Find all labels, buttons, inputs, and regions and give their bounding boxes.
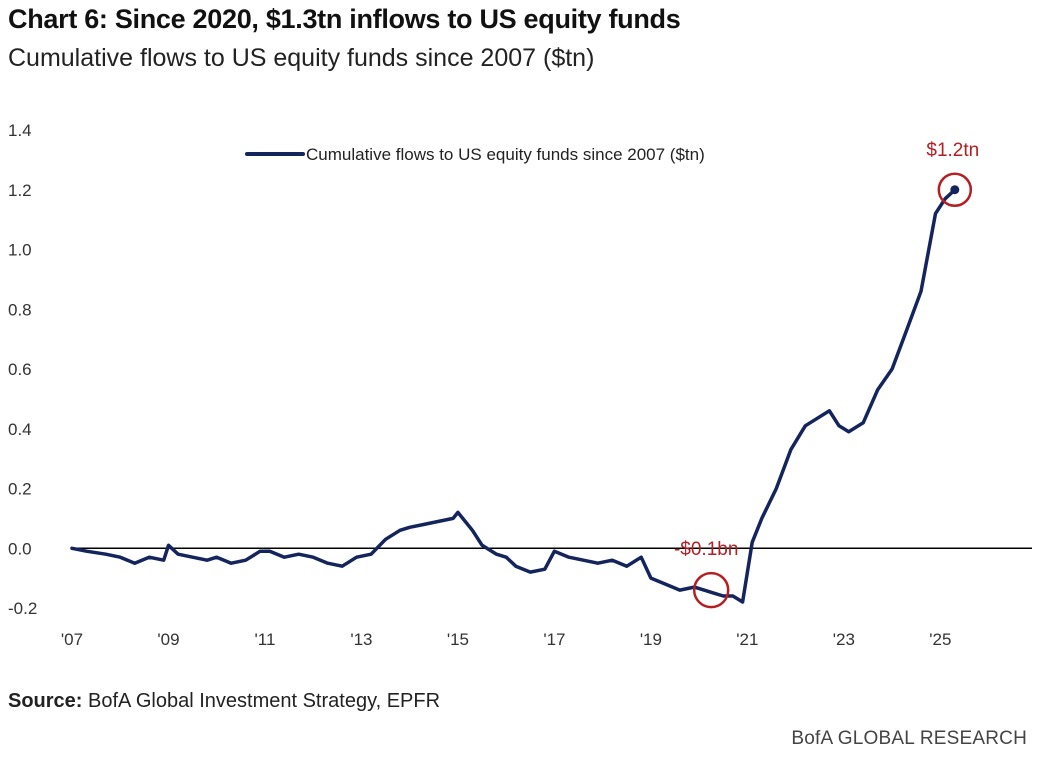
brand-footer: BofA GLOBAL RESEARCH [791,728,1027,749]
x-tick-label: '11 [255,630,276,649]
x-tick-label: '15 [447,630,469,649]
x-tick-label: '17 [543,630,565,649]
x-tick-label: '09 [157,630,179,649]
legend: Cumulative flows to US equity funds sinc… [245,145,705,164]
y-tick-label: 0.6 [8,360,32,379]
y-tick-label: 0.2 [8,480,32,499]
x-tick-label: '23 [833,630,855,649]
y-tick-label: 1.0 [8,241,32,260]
source-label: Source: [8,690,83,712]
x-tick-label: '25 [929,630,951,649]
x-tick-label: '21 [736,630,758,649]
y-tick-label: -0.2 [8,599,37,618]
source-text: BofA Global Investment Strategy, EPFR [88,690,441,712]
endpoint-marker [950,185,960,195]
y-axis-ticks: 1.4 1.2 1.0 0.8 0.6 0.4 0.2 0.0 -0.2 [8,121,37,618]
y-tick-label: 1.2 [8,181,32,200]
annotation-circle [692,571,730,609]
source-line: Source: BofA Global Investment Strategy,… [8,690,440,713]
chart-subtitle: Cumulative flows to US equity funds sinc… [8,44,595,72]
y-tick-label: 0.0 [8,539,32,558]
annotation-label: $1.2tn [926,140,979,161]
y-tick-label: 1.4 [8,121,32,140]
x-tick-label: '13 [350,630,372,649]
annotation-circle [937,172,973,207]
annotation-label: -$0.1bn [674,539,738,560]
line-chart: 1.4 1.2 1.0 0.8 0.6 0.4 0.2 0.0 -0.2 '07 '09 '11 '1… [8,121,1032,649]
y-tick-label: 0.4 [8,420,32,439]
y-tick-label: 0.8 [8,300,32,319]
x-tick-label: '19 [640,630,662,649]
chart-title: Chart 6: Since 2020, $1.3tn inflows to U… [8,4,681,34]
legend-label: Cumulative flows to US equity funds sinc… [306,145,705,164]
annotations: $1.2tn -$0.1bn [674,140,979,609]
x-axis-ticks: '07 '09 '11 '13 '15 '17 '19 '21 '23 '25 [61,630,951,649]
x-tick-label: '07 [61,630,83,649]
series-line [70,188,957,604]
